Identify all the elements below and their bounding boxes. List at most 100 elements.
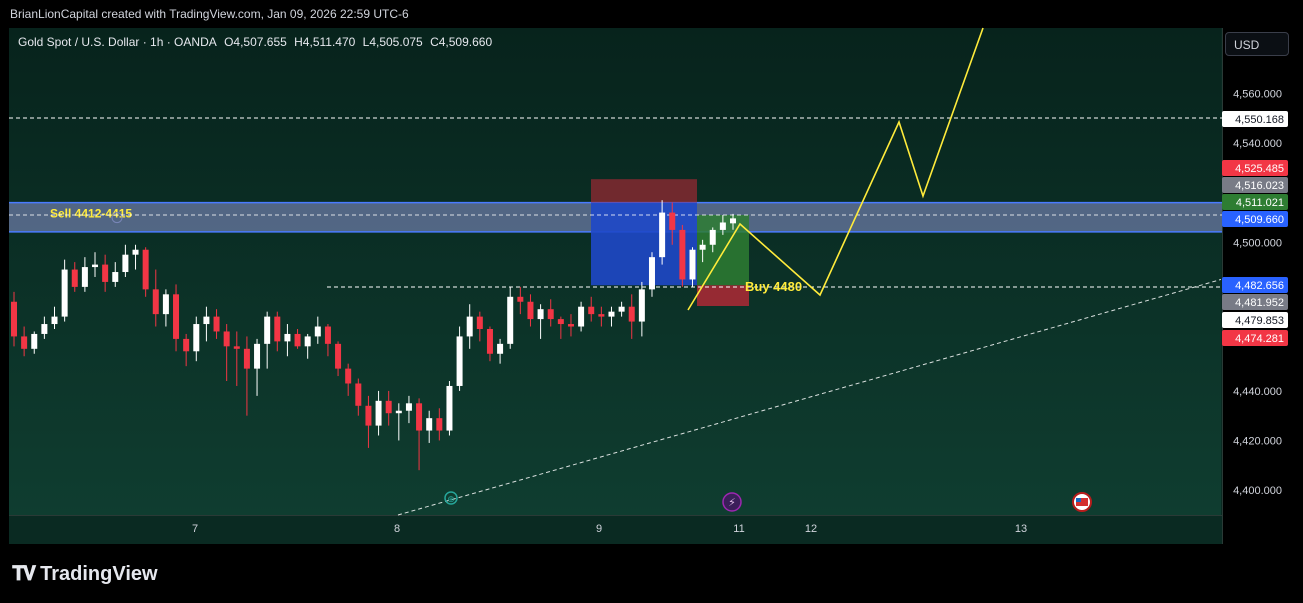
candle-body (486, 328, 493, 354)
ohlc-high: H4,511.470 (294, 35, 356, 49)
time-tick-label: 11 (733, 523, 744, 535)
price-label-text: 4,511.021 (1236, 197, 1284, 209)
candle-body (355, 383, 362, 406)
candle-body (365, 405, 372, 426)
candle-body (547, 309, 554, 320)
ohlc-open: O4,507.655 (224, 35, 287, 49)
candle-body (395, 410, 402, 414)
price-label-text: 4,525.485 (1235, 163, 1284, 175)
us-flag-canton (1076, 498, 1081, 502)
candle-body (41, 324, 48, 334)
candle-body (274, 316, 281, 342)
price-label-box (1222, 160, 1288, 176)
time-axis-background (9, 515, 1222, 544)
long-stop-zone[interactable] (697, 285, 749, 307)
candle-body (709, 229, 716, 245)
candle-body (476, 316, 483, 329)
price-tick-label: 4,400.000 (1233, 485, 1282, 497)
short-target-zone[interactable] (591, 202, 697, 286)
ohlc-close: C4,509.660 (430, 35, 493, 49)
us-flag-stripes (1076, 498, 1088, 506)
candle-body (152, 289, 159, 315)
price-label-text: 4,550.168 (1235, 114, 1284, 126)
time-tick-label: 13 (1015, 523, 1027, 535)
candle-body (385, 400, 392, 414)
price-label-text: 4,481.952 (1235, 297, 1284, 309)
candle-body (264, 316, 271, 344)
candle-body (618, 306, 625, 312)
green-event-icon-glyph: ⊕ (447, 495, 455, 505)
price-label-box (1222, 312, 1288, 328)
price-label-box (1222, 211, 1288, 227)
candle-body (92, 264, 99, 268)
price-label-text: 4,516.023 (1235, 180, 1284, 192)
time-tick-label: 8 (394, 523, 400, 535)
candle-body (537, 309, 544, 320)
candle-body (193, 324, 200, 352)
time-tick-label: 12 (805, 523, 817, 535)
candle-body (102, 264, 109, 282)
tradingview-mark-icon: 𝐓𝐕 (12, 563, 36, 585)
candle-body (254, 343, 261, 369)
tradingview-logo-text: TradingView (40, 563, 158, 585)
price-tick-label: 4,540.000 (1233, 138, 1282, 150)
candle-body (588, 306, 595, 315)
candle-body (122, 254, 129, 273)
candle-body (112, 272, 119, 282)
candle-body (304, 336, 311, 347)
candle-body (21, 336, 28, 349)
candle-body (142, 249, 149, 290)
price-tick-label: 4,440.000 (1233, 386, 1282, 398)
price-label-text: 4,509.660 (1235, 214, 1284, 226)
candle-body (81, 267, 88, 287)
candle-body (416, 403, 423, 431)
candle-body (213, 316, 220, 332)
candle-body (324, 326, 331, 344)
candle-body (608, 311, 615, 317)
green-event-icon[interactable] (444, 491, 458, 505)
candle-body (61, 269, 68, 317)
time-tick-label: 9 (596, 523, 602, 535)
candle-body (699, 244, 706, 250)
currency-button[interactable]: USD (1225, 32, 1289, 56)
ascending-trendline[interactable] (397, 278, 1222, 516)
candle-body (507, 296, 514, 344)
candle-body (527, 301, 534, 320)
candle-body (567, 324, 574, 327)
candle-body (183, 338, 190, 352)
symbol-name[interactable]: Gold Spot / U.S. Dollar · 1h · OANDA (18, 35, 217, 49)
candle-body (203, 316, 210, 325)
projection-path[interactable] (687, 27, 984, 311)
candle-body (446, 385, 453, 431)
price-label-text: 4,474.281 (1235, 333, 1284, 345)
candle-body (223, 331, 230, 347)
candle-body (173, 294, 180, 339)
price-label-box (1222, 330, 1288, 346)
time-tick-label: 7 (192, 523, 198, 535)
candle-body (497, 343, 504, 354)
candle-body (132, 249, 139, 255)
candle-body (314, 326, 321, 337)
lightning-icon: ⚡ (728, 496, 736, 509)
candle-body (689, 249, 696, 280)
short-stop-zone[interactable] (591, 179, 697, 203)
price-label-box (1222, 177, 1288, 193)
candle-body (426, 418, 433, 431)
candle-body (71, 269, 78, 287)
candle-body (679, 229, 686, 280)
candle-body (730, 218, 736, 224)
tradingview-logo[interactable]: 𝐓𝐕 TradingView (12, 563, 158, 586)
dividend-event-icon[interactable] (722, 492, 742, 512)
candle-body (11, 301, 17, 337)
price-label-text: 4,482.656 (1235, 280, 1284, 292)
candle-body (517, 296, 524, 302)
symbol-legend: Gold Spot / U.S. Dollar · 1h · OANDA O4,… (18, 35, 496, 49)
candle-body (233, 346, 240, 349)
candle-body (719, 222, 726, 230)
candle-body (31, 333, 38, 349)
price-label-text: 4,479.853 (1235, 315, 1284, 327)
price-tick-label: 4,420.000 (1233, 435, 1282, 447)
created-with-text: BrianLionCapital created with TradingVie… (10, 7, 409, 21)
candle-body (557, 319, 564, 325)
